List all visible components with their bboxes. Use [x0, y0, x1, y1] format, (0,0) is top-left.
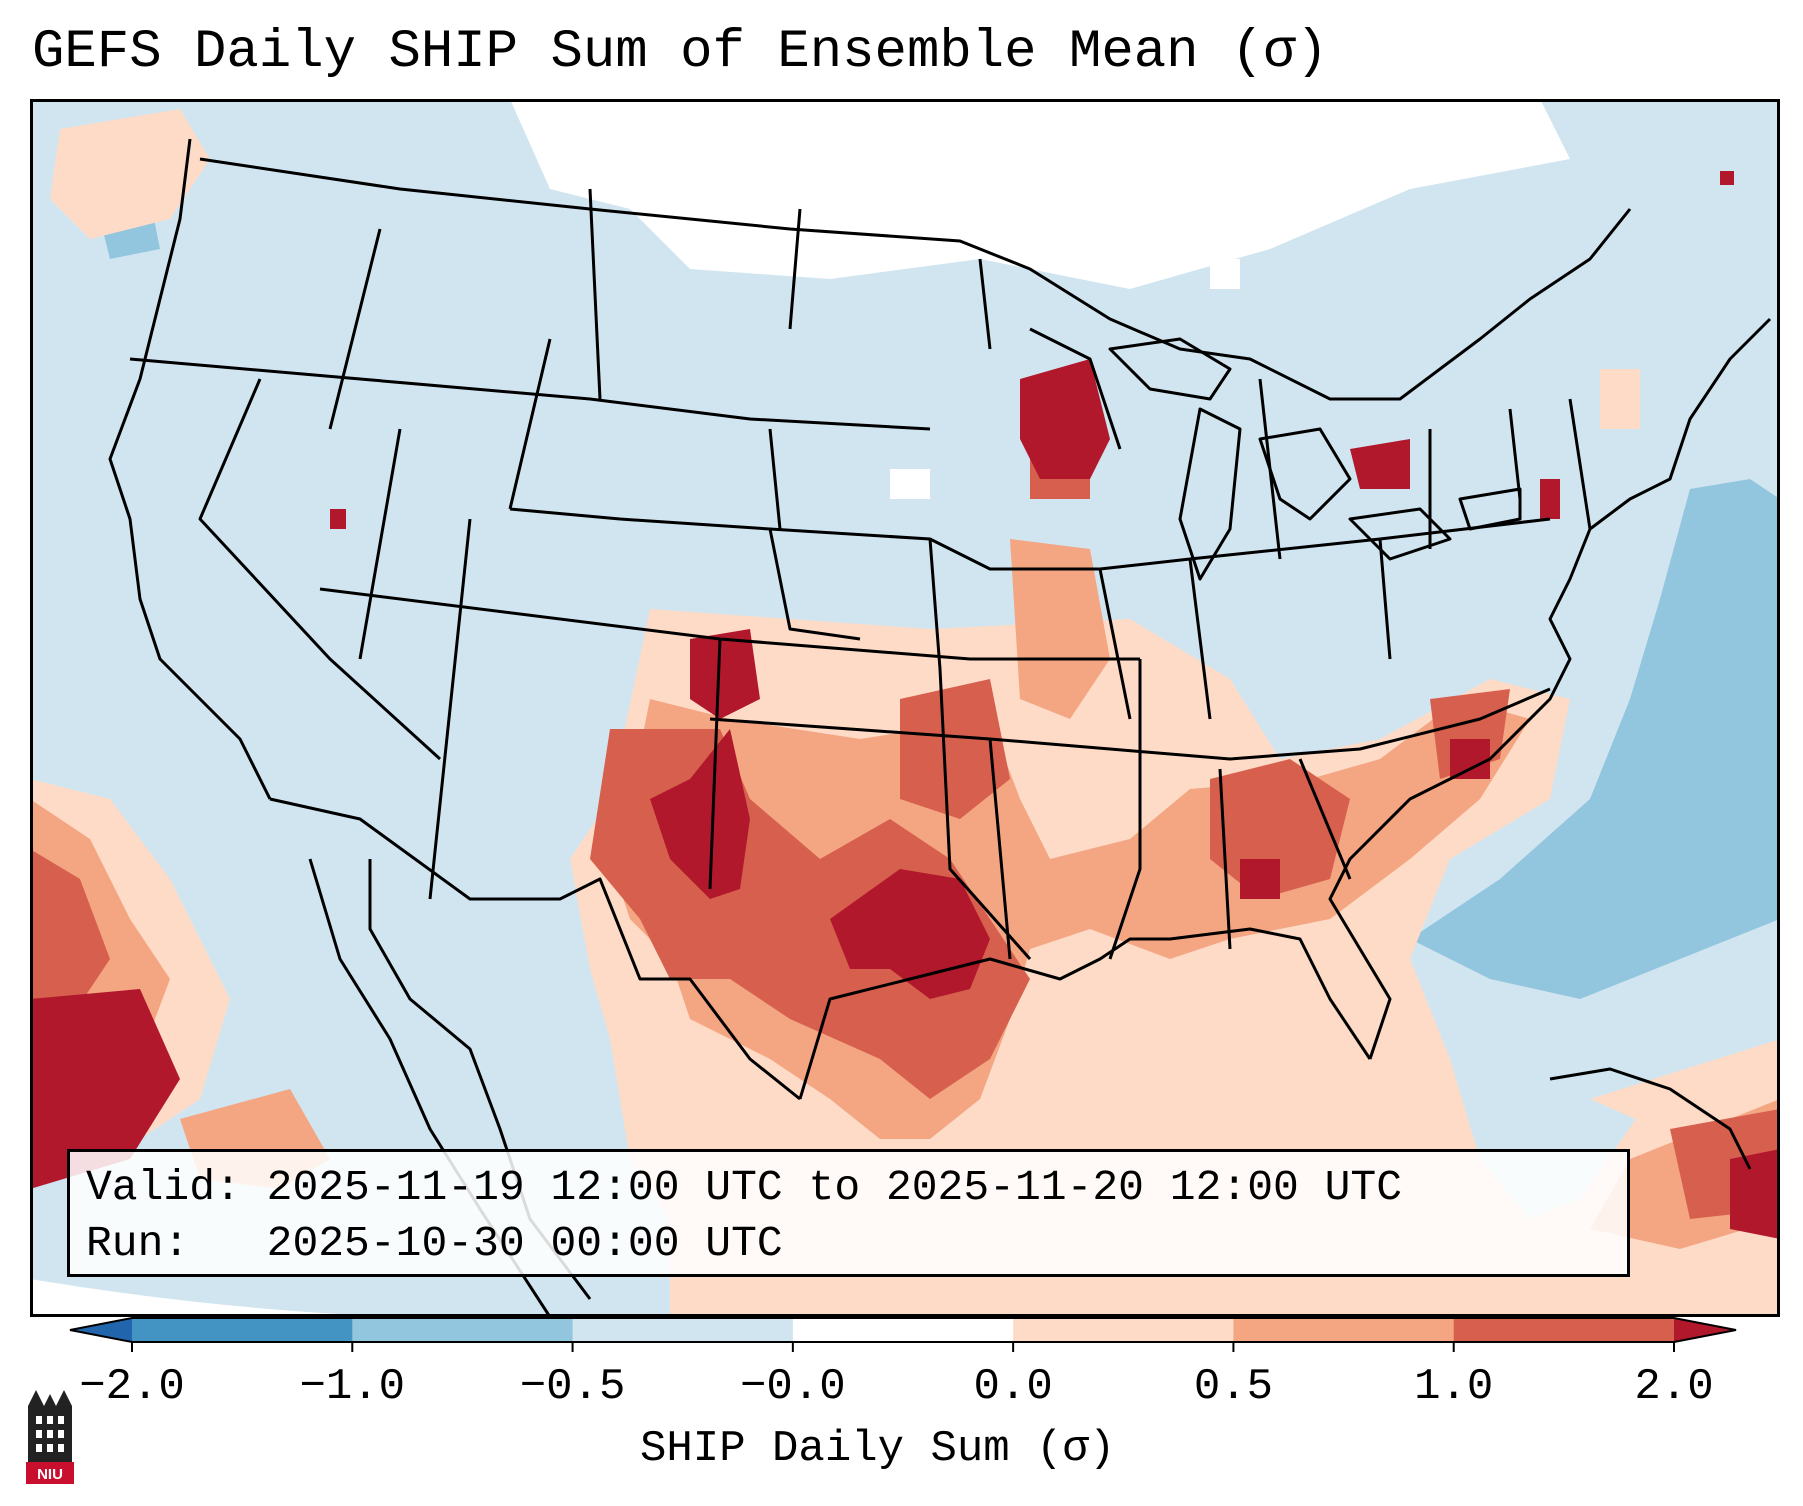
- colorbar-bin: [132, 1318, 353, 1342]
- colorbar-extend-low: [70, 1318, 132, 1342]
- run-time: 2025-10-30 00:00 UTC: [266, 1219, 783, 1268]
- colorbar-tick-label: −0.0: [740, 1362, 846, 1412]
- run-label: Run:: [86, 1219, 190, 1268]
- colorbar-tick-label: 0.0: [973, 1362, 1053, 1412]
- atlantic-coastline: [1328, 317, 1772, 1060]
- great-lakes: [1108, 337, 1522, 581]
- map-borders: [108, 138, 1772, 1317]
- extreme-positive-region: [30, 171, 1780, 1239]
- valid-time: 2025-11-19 12:00 UTC to 2025-11-20 12:00…: [266, 1163, 1403, 1212]
- colorbar-bin: [1453, 1318, 1675, 1342]
- pacific-coastline: [108, 138, 272, 800]
- map-frame: [30, 99, 1780, 1317]
- caribbean-islands: [1549, 1067, 1752, 1170]
- near-zero-region: [510, 99, 1570, 499]
- gulf-coastline: [798, 927, 1372, 1100]
- colorbar-bin: [572, 1318, 794, 1342]
- colorbar-tick-label: 0.5: [1193, 1362, 1274, 1412]
- colorbar-tick-label: 1.0: [1414, 1362, 1494, 1412]
- colorbar-tick-label: −0.5: [519, 1362, 626, 1412]
- colorbar-bin: [1013, 1318, 1234, 1342]
- outer-corner: [30, 1279, 630, 1317]
- colorbar: [69, 1317, 1737, 1352]
- colorbar-bin: [352, 1318, 574, 1342]
- colorbar-extend-high: [1674, 1318, 1736, 1342]
- colorbar-tick-label: −2.0: [79, 1362, 185, 1412]
- colorbar-bin: [792, 1318, 1014, 1342]
- colorbar-bin: [1233, 1318, 1455, 1342]
- us-mexico-border: [269, 797, 801, 1101]
- map-title: GEFS Daily SHIP Sum of Ensemble Mean (σ): [32, 22, 1329, 83]
- atlantic-negative-region: [1410, 479, 1780, 999]
- colorbar-label: SHIP Daily Sum (σ): [640, 1424, 1116, 1474]
- logo-text: NIU: [37, 1466, 63, 1483]
- niu-logo: NIU: [26, 1390, 74, 1484]
- ship-anomaly-map: [30, 99, 1780, 1317]
- valid-label: Valid:: [86, 1163, 241, 1212]
- valid-run-info-box: Valid: 2025-11-19 12:00 UTC to 2025-11-2…: [67, 1149, 1630, 1277]
- us-canada-border: [199, 157, 1632, 401]
- colorbar-tick-label: −1.0: [299, 1362, 406, 1412]
- colorbar-tick-label: 2.0: [1634, 1362, 1714, 1412]
